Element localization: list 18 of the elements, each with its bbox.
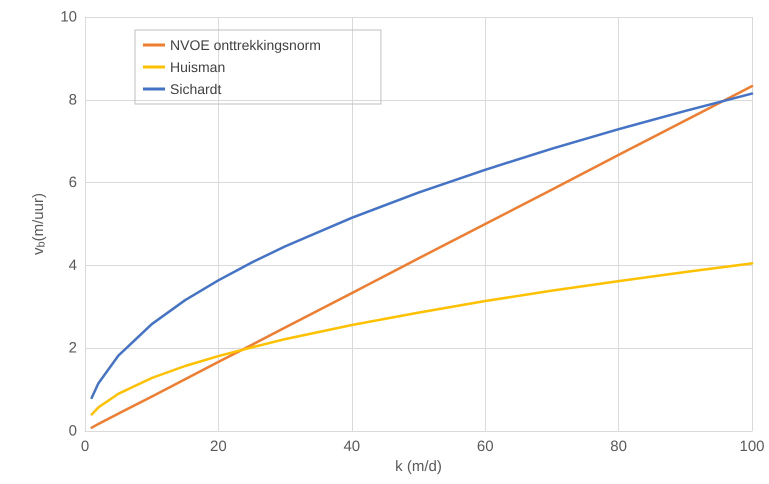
legend-label: NVOE onttrekkingsnorm (170, 37, 321, 53)
y-tick-label: 6 (68, 174, 77, 192)
x-axis-title: k (m/d) (395, 458, 442, 475)
y-tick-label: 2 (68, 340, 77, 357)
line-series (90, 262, 754, 416)
x-tick-label: 20 (210, 438, 227, 455)
x-tick-label: 0 (80, 438, 90, 455)
x-tick-label: 40 (343, 438, 360, 455)
y-tick-label: 10 (60, 8, 77, 26)
x-tick-label: 80 (610, 438, 627, 455)
y-tick-label: 8 (68, 91, 77, 108)
legend-label: Sichardt (170, 81, 222, 97)
legend-label: Huisman (170, 59, 226, 75)
y-tick-label: 0 (68, 422, 77, 440)
x-tick-label: 100 (739, 438, 765, 455)
x-tick-label: 60 (476, 438, 494, 455)
y-tick-label: 4 (68, 256, 77, 274)
y-axis-title: vb(m/uur) (30, 193, 48, 255)
